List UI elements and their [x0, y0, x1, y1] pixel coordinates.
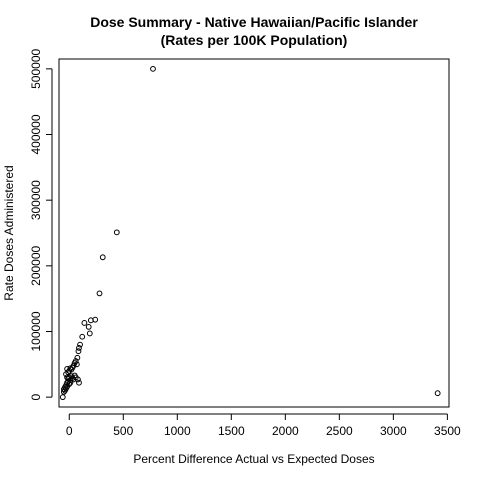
y-tick-label: 400000 [29, 114, 43, 154]
x-tick-label: 3500 [434, 424, 461, 438]
x-tick-label: 500 [113, 424, 133, 438]
y-tick-label: 200000 [29, 245, 43, 285]
data-point [150, 65, 156, 72]
data-point [434, 390, 441, 397]
data-point [96, 290, 103, 297]
data-point [76, 379, 82, 386]
x-tick-label: 2000 [272, 424, 299, 438]
data-point [76, 345, 82, 351]
data-point [60, 388, 67, 395]
x-tick-label: 0 [66, 424, 73, 438]
y-axis-label: Rate Doses Administered [2, 165, 16, 300]
chart-subtitle: (Rates per 100K Population) [161, 32, 348, 48]
data-point [74, 354, 81, 361]
data-point [81, 320, 88, 326]
chart-title: Dose Summary - Native Hawaiian/Pacific I… [90, 14, 418, 30]
data-points [59, 65, 441, 401]
data-point [64, 383, 71, 390]
data-point [73, 361, 80, 368]
y-tick-label: 500000 [29, 49, 43, 89]
y-tick-label: 0 [29, 393, 43, 400]
x-tick-label: 1500 [218, 424, 245, 438]
data-point [75, 348, 82, 355]
data-point [75, 376, 81, 383]
x-axis-label: Percent Difference Actual vs Expected Do… [133, 452, 374, 466]
data-point [113, 229, 120, 236]
data-point [86, 330, 93, 337]
data-point [64, 379, 71, 386]
data-point [79, 333, 86, 340]
x-tick-label: 2500 [326, 424, 353, 438]
data-point [99, 254, 106, 261]
y-tick-label: 100000 [29, 311, 43, 351]
x-axis: 0 500 1000 1500 2000 2500 3000 3500 [66, 413, 461, 438]
x-tick-label: 1000 [164, 424, 191, 438]
data-point [87, 317, 94, 324]
data-point [77, 341, 83, 348]
data-point [59, 394, 66, 401]
x-tick-label: 3000 [380, 424, 407, 438]
y-axis: 0 100000 200000 300000 400000 500000 [29, 49, 53, 400]
data-point [64, 366, 71, 372]
y-tick-label: 300000 [29, 180, 43, 220]
plot-frame [58, 58, 450, 408]
data-point [63, 371, 69, 378]
data-point [85, 323, 92, 330]
